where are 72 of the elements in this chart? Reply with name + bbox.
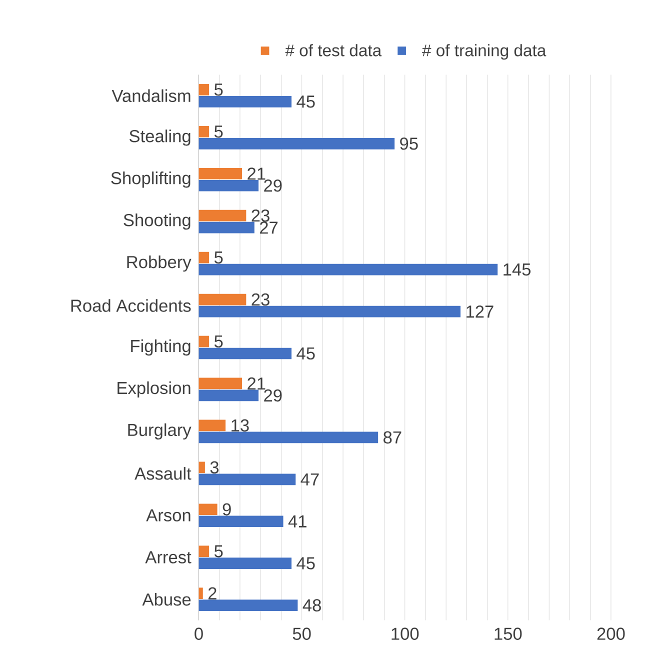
y-tick-label: Stealing xyxy=(129,130,190,146)
y-tick-label: Shooting xyxy=(124,214,190,230)
data-label: 21 xyxy=(247,377,266,390)
data-label: 2 xyxy=(208,587,216,600)
bar xyxy=(198,348,292,360)
y-tick-label: Fighting xyxy=(130,339,190,356)
bar xyxy=(198,180,258,192)
bar xyxy=(198,210,246,222)
data-label: 5 xyxy=(214,126,223,138)
x-tick-label: 200 xyxy=(597,628,625,640)
data-label: 47 xyxy=(300,473,319,486)
bar xyxy=(198,138,394,150)
data-label: 5 xyxy=(214,335,223,348)
y-tick-label: Vandalism xyxy=(112,89,190,102)
y-tick-label: Arson xyxy=(146,509,190,522)
bar xyxy=(198,420,226,432)
bar xyxy=(198,516,284,528)
data-label: 95 xyxy=(400,138,418,150)
bar xyxy=(198,378,242,390)
data-label: 87 xyxy=(383,431,402,444)
x-tick-label: 100 xyxy=(392,628,419,640)
data-label: 27 xyxy=(260,222,278,234)
bar xyxy=(198,558,292,570)
bar xyxy=(198,252,209,264)
bar xyxy=(198,306,460,318)
y-tick-label: Arrest xyxy=(145,551,192,564)
bar xyxy=(198,588,203,599)
data-label: 3 xyxy=(210,461,218,474)
data-label: 145 xyxy=(503,264,530,276)
data-label: 45 xyxy=(296,347,315,360)
bar xyxy=(198,432,378,444)
bar xyxy=(198,84,209,96)
data-label: 45 xyxy=(296,96,315,108)
x-tick-label: 150 xyxy=(494,628,522,640)
bar xyxy=(198,546,209,558)
bar xyxy=(198,264,498,276)
data-label: 13 xyxy=(231,419,249,432)
bar xyxy=(198,504,218,516)
bar xyxy=(198,126,209,138)
bar xyxy=(198,222,254,234)
bar xyxy=(198,336,209,348)
data-label: 127 xyxy=(466,305,494,318)
data-label: 9 xyxy=(222,503,231,516)
x-tick-label: 0 xyxy=(194,628,203,640)
bar xyxy=(198,96,292,108)
y-tick-label: Abuse xyxy=(142,592,190,606)
legend-label: # of training data xyxy=(422,44,546,60)
bar xyxy=(198,474,296,486)
data-label: 21 xyxy=(247,168,266,180)
data-label: 5 xyxy=(214,84,223,96)
x-tick-label: 50 xyxy=(292,628,311,640)
data-label: 41 xyxy=(288,515,306,528)
data-label: 5 xyxy=(214,545,223,558)
bar xyxy=(198,390,258,402)
data-label: 23 xyxy=(252,209,270,222)
y-tick-label: Robbery xyxy=(127,255,192,272)
y-tick-label: Shoplifting xyxy=(111,172,190,188)
data-label: 45 xyxy=(296,557,315,570)
legend-label: # of test data xyxy=(285,44,382,56)
data-label: 48 xyxy=(302,599,321,612)
y-tick-label: Explosion xyxy=(117,381,190,398)
data-label: 23 xyxy=(252,293,270,306)
bar xyxy=(198,294,246,306)
bar xyxy=(198,168,242,180)
data-label: 29 xyxy=(264,179,282,192)
y-tick-label: Road Accidents xyxy=(71,299,191,312)
y-tick-label: Assault xyxy=(134,467,192,480)
bar xyxy=(198,462,205,474)
y-tick-label: Burglary xyxy=(128,423,192,440)
data-label: 5 xyxy=(214,252,223,264)
data-label: 29 xyxy=(264,389,282,402)
bar xyxy=(198,600,298,611)
